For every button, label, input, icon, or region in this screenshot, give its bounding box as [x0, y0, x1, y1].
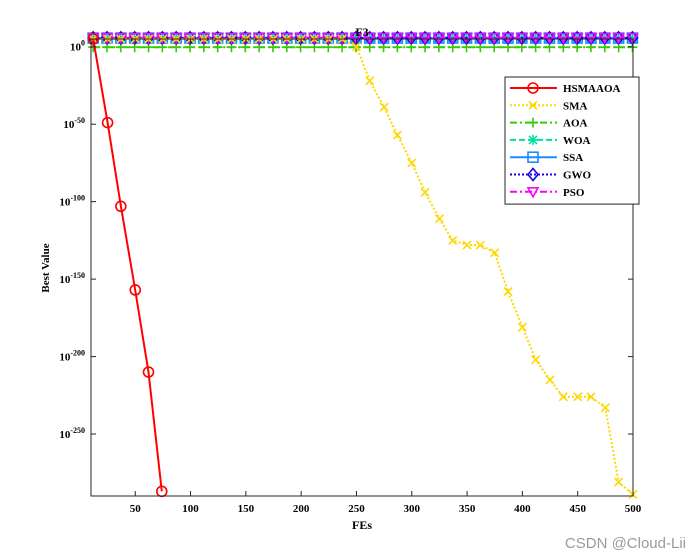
point-sma [365, 76, 375, 86]
legend-box [504, 76, 640, 205]
point-pso [404, 32, 418, 45]
point-sma [462, 240, 472, 250]
x-tick-label: 300 [404, 503, 421, 515]
point-pso [487, 32, 501, 45]
legend-marker-aoa [528, 117, 538, 128]
x-tick-label: 350 [459, 503, 476, 515]
point-pso [570, 32, 584, 45]
x-tick-label: 500 [625, 503, 642, 515]
x-tick-label: 250 [348, 503, 365, 515]
point-sma [558, 392, 568, 402]
legend-label-gwo: GWO [563, 170, 592, 182]
legend-label-sma: SMA [563, 100, 588, 112]
point-pso [128, 32, 142, 45]
point-sma [531, 355, 541, 365]
point-sma [434, 214, 444, 224]
point-pso [308, 32, 321, 45]
y-tick-label: 100 [70, 39, 85, 54]
point-pso [529, 32, 543, 45]
y-tick-label: 10-100 [59, 194, 85, 209]
point-pso [501, 32, 515, 45]
series-line-sma [93, 38, 634, 496]
x-tick-label: 100 [182, 503, 199, 515]
point-woa [627, 33, 638, 44]
point-pso [363, 32, 377, 45]
x-tick-label: 450 [569, 503, 586, 515]
point-pso [612, 32, 625, 45]
legend-marker-hsmaaoa [527, 82, 539, 94]
chart-title: F3 [355, 25, 368, 39]
y-tick-label: 10-200 [59, 349, 85, 364]
point-pso [377, 32, 390, 45]
x-axis-label: FEs [352, 518, 372, 532]
y-tick-label: 10-50 [63, 116, 85, 131]
x-tick-label: 400 [514, 503, 531, 515]
legend-label-ssa: SSA [563, 152, 583, 164]
point-hsmaaoa [115, 200, 127, 213]
x-tick-label: 200 [293, 503, 310, 515]
plot-frame [90, 38, 634, 497]
point-pso [391, 32, 404, 45]
point-pso [473, 32, 487, 45]
point-pso [584, 32, 598, 45]
point-sma [586, 392, 596, 402]
point-sma [545, 375, 555, 385]
point-pso [418, 32, 432, 45]
point-sma [379, 102, 389, 112]
legend-label-aoa: AOA [563, 118, 588, 130]
point-pso [543, 32, 556, 45]
legend: HSMAAOA SMA AOA WOA SSA GWO PSO [504, 76, 640, 205]
plot-series [86, 30, 639, 500]
series-line-hsmaaoa [92, 38, 163, 492]
point-sma [407, 158, 417, 168]
legend-marker-gwo [526, 167, 540, 182]
series-pso [86, 32, 639, 45]
point-sma [392, 130, 402, 140]
x-tick-label: 150 [238, 503, 255, 515]
point-hsmaaoa [101, 116, 114, 129]
point-sma [573, 392, 583, 402]
point-pso [349, 32, 363, 45]
legend-label-pso: PSO [563, 187, 585, 199]
point-sma [503, 286, 513, 297]
point-hsmaaoa [142, 366, 155, 378]
point-sma [517, 322, 527, 332]
legend-label-hsmaaoa: HSMAAOA [563, 83, 621, 95]
point-sma [600, 403, 610, 413]
series-hsmaaoa [87, 33, 168, 498]
y-tick-label: 10-250 [59, 426, 85, 441]
point-sma [448, 235, 458, 245]
point-pso [155, 32, 169, 45]
axes-ticks: 50 100 150 200 250 300 350 400 450 500 100 10-50 10-… [59, 39, 641, 515]
legend-marker-woa [528, 134, 538, 145]
y-tick-label: 10-150 [59, 271, 85, 286]
point-pso [446, 32, 460, 45]
point-pso [626, 32, 639, 45]
point-sma [490, 248, 500, 258]
legend-marker-pso [526, 187, 540, 199]
legend-marker-sma [528, 100, 538, 110]
point-pso [335, 32, 349, 45]
point-hsmaaoa [129, 284, 142, 296]
point-sma [614, 477, 624, 487]
legend-label-woa: WOA [563, 135, 591, 147]
point-sma [475, 240, 485, 250]
legend-marker-ssa [527, 151, 539, 163]
point-pso [460, 32, 473, 45]
point-sma [420, 187, 430, 197]
point-pso [515, 32, 529, 45]
point-sma [351, 42, 362, 52]
point-pso [598, 32, 612, 45]
x-tick-label: 50 [130, 503, 142, 515]
point-pso [432, 32, 446, 45]
point-pso [183, 32, 197, 45]
watermark: CSDN @Cloud-Lii [564, 535, 686, 552]
point-pso [556, 32, 570, 45]
y-axis-label: Best Value [40, 243, 52, 292]
